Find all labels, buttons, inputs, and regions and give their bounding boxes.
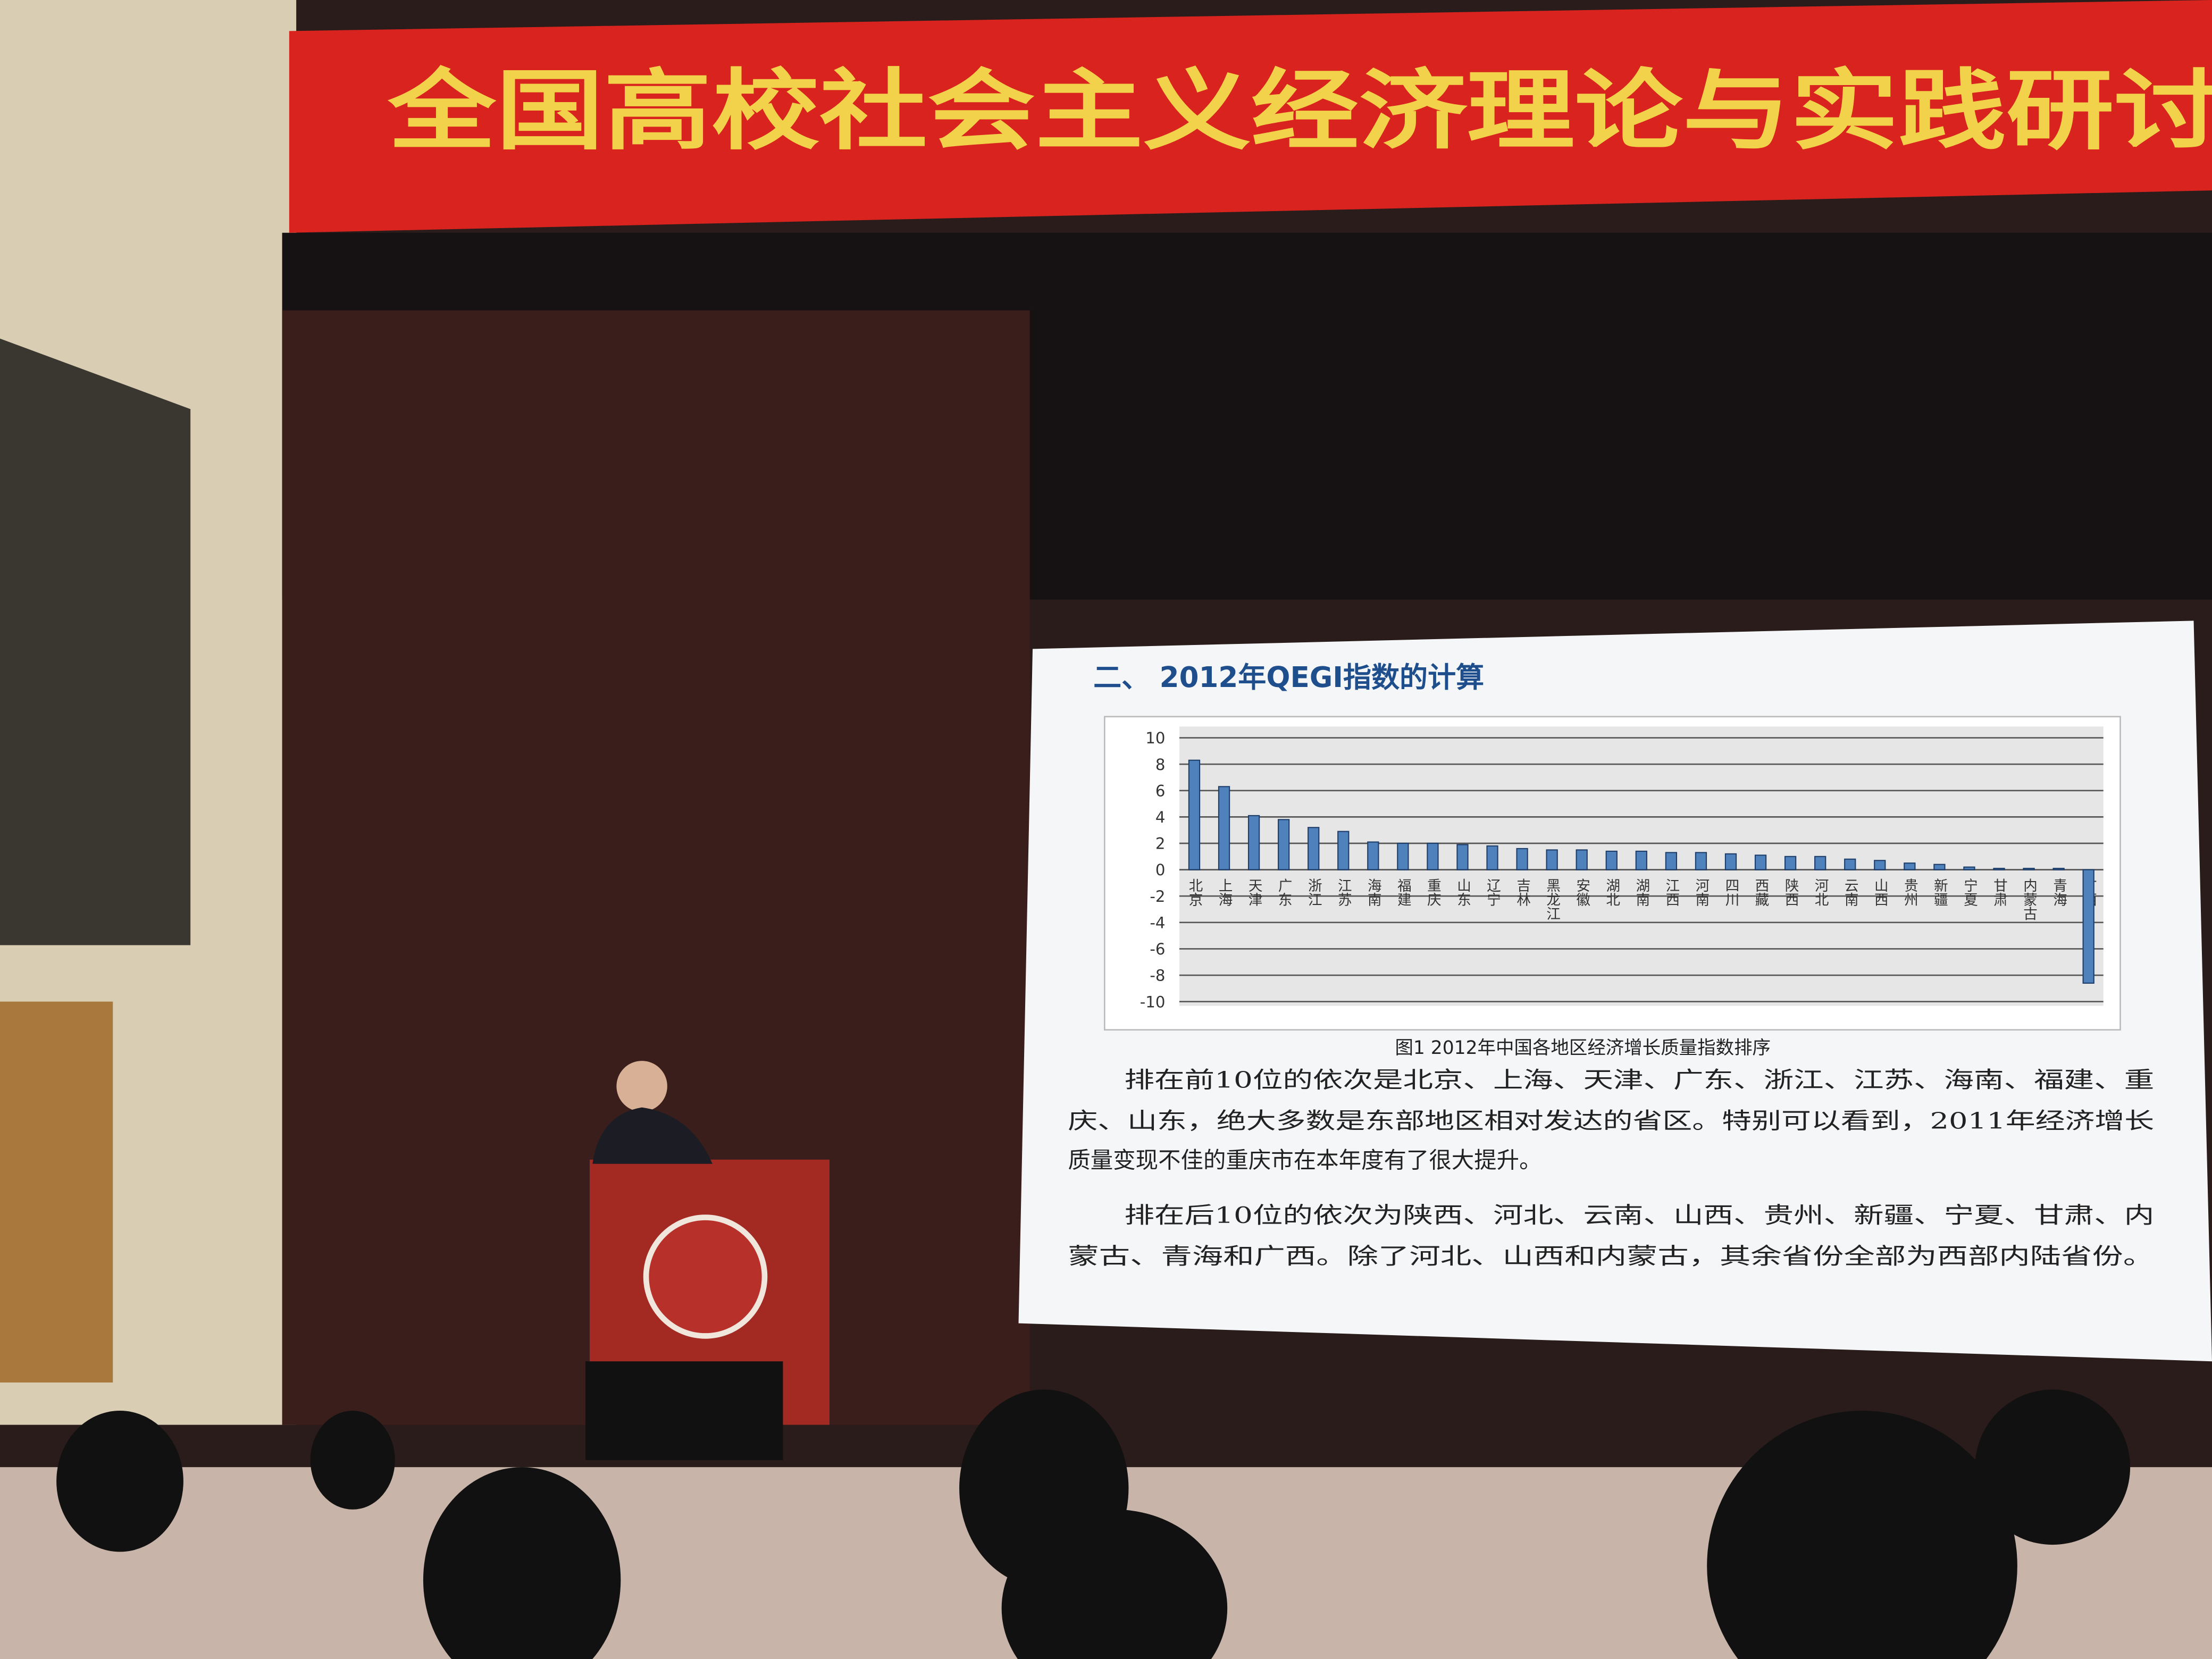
- x-tick-label: 山西: [1872, 878, 1888, 907]
- bar: [1218, 786, 1230, 870]
- bar: [1456, 844, 1469, 870]
- x-tick-label: 河南: [1692, 878, 1709, 907]
- x-tick-label: 甘肃: [1991, 878, 2007, 907]
- x-tick-label: 北京: [1186, 878, 1202, 907]
- bar: [1308, 827, 1320, 870]
- audience-head: [1707, 1411, 2017, 1659]
- x-tick-label: 西藏: [1753, 878, 1769, 907]
- x-tick-label: 陕西: [1782, 878, 1799, 907]
- bar: [1337, 831, 1350, 870]
- door: [0, 1001, 113, 1382]
- bar: [1874, 860, 1886, 870]
- bar: [2023, 868, 2035, 870]
- x-tick-label: 贵州: [1901, 878, 1918, 907]
- audience-head: [56, 1411, 183, 1552]
- bar: [1188, 759, 1201, 870]
- y-tick-label: 2: [1155, 835, 1166, 853]
- bar: [1754, 854, 1767, 870]
- x-tick-label: 青海: [2050, 878, 2067, 907]
- x-tick-label: 山东: [1454, 878, 1471, 907]
- bar: [1278, 819, 1290, 870]
- x-tick-label: 新疆: [1931, 878, 1948, 907]
- figure-caption: 图1 2012年中国各地区经济增长质量指数排序: [1395, 1037, 1771, 1059]
- x-tick-label: 内蒙古: [2021, 878, 2037, 921]
- university-logo: [643, 1214, 768, 1339]
- paragraph-line: 质量变现不佳的重庆市在本年度有了很大提升。: [1068, 1148, 1541, 1174]
- paragraph-line: 蒙古、青海和广西。除了河北、山西和内蒙古，其余省份全部为西部内陆省份。: [1068, 1244, 2154, 1270]
- y-tick-label: -6: [1150, 940, 1165, 958]
- bar: [1904, 862, 1916, 870]
- x-tick-label: 河北: [1812, 878, 1829, 907]
- slide-title: 二、 2012年QEGI指数的计算: [1093, 661, 1484, 694]
- chart: 10 8 6 4 2 0 -2 -4 -6 -8 -10 北京 上海 天津 广东 浙江 江苏 海南 福建 重庆 山东 辽宁…: [1140, 729, 2104, 1011]
- speaker-body: [592, 1107, 713, 1164]
- bar: [1635, 850, 1647, 870]
- bar: [1367, 841, 1379, 870]
- x-tick-label: 江苏: [1335, 878, 1352, 907]
- bar: [1814, 856, 1826, 870]
- y-tick-label: -10: [1140, 993, 1166, 1011]
- x-tick-label: 广东: [1276, 878, 1292, 907]
- y-tick-label: 4: [1155, 808, 1166, 826]
- x-tick-label: 天津: [1246, 878, 1262, 907]
- y-tick-label: 8: [1155, 756, 1166, 774]
- bar: [1993, 868, 2005, 870]
- x-tick-label: 海南: [1365, 878, 1381, 907]
- bar: [1486, 845, 1498, 870]
- bar: [1963, 866, 1975, 870]
- side-screen: [0, 338, 191, 945]
- audience-head: [1001, 1509, 1228, 1659]
- y-tick-label: 6: [1155, 782, 1166, 800]
- slide-body: 排在前10位的依次是北京、上海、天津、广东、浙江、江苏、海南、福建、重庆、山东，…: [1068, 1068, 2154, 1270]
- x-tick-label: 辽宁: [1484, 878, 1501, 907]
- x-tick-label: 黑龙江: [1544, 878, 1560, 921]
- bar: [1576, 849, 1588, 870]
- bar: [1933, 864, 1946, 870]
- audience-heads: [56, 1389, 2131, 1659]
- bar: [1397, 842, 1409, 870]
- bar: [1516, 848, 1528, 870]
- bar: [1724, 853, 1737, 870]
- bar: [1427, 842, 1439, 870]
- x-tick-label: 宁夏: [1961, 878, 1978, 907]
- y-tick-label: 0: [1155, 861, 1166, 879]
- x-tick-label: 福建: [1395, 878, 1411, 907]
- y-tick-label: 10: [1145, 729, 1165, 747]
- bar: [1605, 850, 1618, 870]
- y-tick-label: -2: [1150, 887, 1165, 906]
- audience-head: [423, 1467, 621, 1659]
- bar: [1247, 815, 1260, 870]
- bar: [2082, 869, 2094, 984]
- audience-head: [310, 1411, 395, 1510]
- x-tick-label: 四川: [1723, 878, 1739, 907]
- x-tick-label: 湖南: [1633, 878, 1649, 907]
- paragraph-line: 排在前10位的依次是北京、上海、天津、广东、浙江、江苏、海南、福建、重: [1124, 1068, 2154, 1094]
- stage-monitor: [585, 1361, 783, 1460]
- x-tick-label: 重庆: [1425, 878, 1441, 907]
- bar: [1665, 852, 1678, 870]
- x-tick-label: 江西: [1663, 878, 1679, 907]
- paragraph-line: 庆、山东，绝大多数是东部地区相对发达的省区。特别可以看到，2011年经济增长: [1068, 1108, 2154, 1134]
- banner-text: 全国高校社会主义经济理论与实践研讨: [387, 60, 2212, 162]
- bar: [2052, 868, 2065, 870]
- bar: [1546, 849, 1558, 870]
- bar: [1784, 856, 1797, 870]
- x-tick-label: 浙江: [1305, 878, 1322, 907]
- x-tick-label: 湖北: [1603, 878, 1620, 907]
- y-tick-label: -4: [1150, 914, 1165, 932]
- x-tick-label: 吉林: [1514, 878, 1530, 907]
- bar: [1844, 858, 1856, 870]
- banner: [289, 0, 2212, 233]
- x-tick-label: 安徽: [1573, 878, 1590, 907]
- x-tick-label: 上海: [1216, 878, 1233, 907]
- bar: [1695, 852, 1707, 870]
- audience-head: [1975, 1389, 2131, 1545]
- y-tick-label: -8: [1150, 967, 1165, 985]
- speaker-head: [616, 1061, 667, 1112]
- paragraph-line: 排在后10位的依次为陕西、河北、云南、山西、贵州、新疆、宁夏、甘肃、内: [1124, 1203, 2154, 1229]
- x-tick-label: 云南: [1842, 878, 1858, 907]
